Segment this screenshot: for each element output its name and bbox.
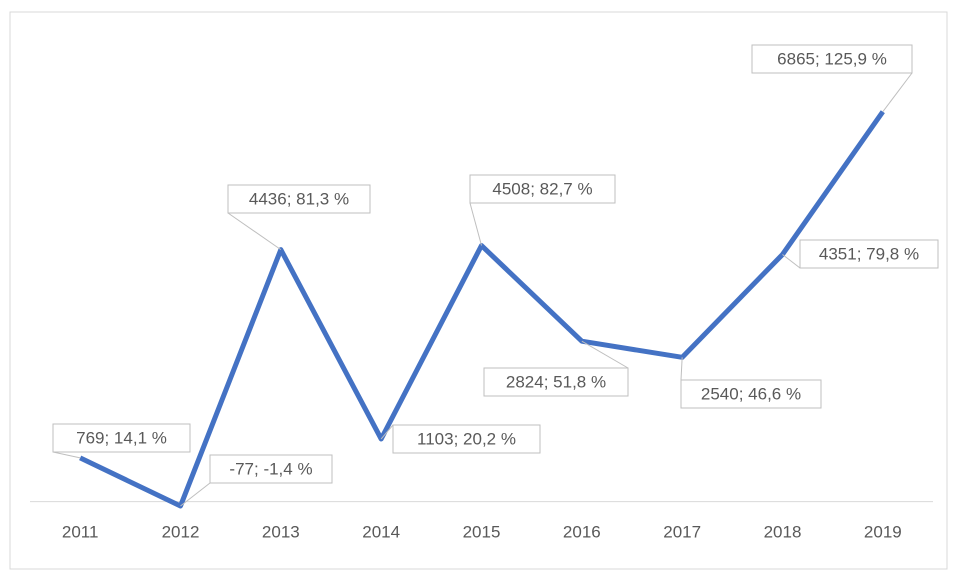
x-tick-label: 2011 xyxy=(62,522,99,541)
x-tick-label: 2018 xyxy=(764,522,802,541)
x-tick-label: 2013 xyxy=(262,522,300,541)
data-label: 2540; 46,6 % xyxy=(701,384,801,403)
leader-line xyxy=(581,340,629,369)
x-tick-label: 2012 xyxy=(162,522,200,541)
leader-line xyxy=(227,212,282,251)
series-line xyxy=(79,110,885,509)
x-tick-label: 2015 xyxy=(463,522,501,541)
data-label-box xyxy=(469,174,616,204)
leader-line xyxy=(882,72,913,112)
chart-frame xyxy=(9,11,948,570)
data-label-box xyxy=(52,423,191,453)
data-label: -77; -1,4 % xyxy=(229,459,312,478)
data-label-box xyxy=(799,239,939,269)
leader-line xyxy=(52,451,81,459)
data-label: 4351; 79,8 % xyxy=(819,244,919,263)
data-label: 4508; 82,7 % xyxy=(492,179,592,198)
x-tick-label: 2016 xyxy=(563,522,601,541)
leader-line xyxy=(380,424,394,440)
data-label: 2824; 51,8 % xyxy=(506,372,606,391)
data-label-box xyxy=(227,184,371,214)
leader-line xyxy=(180,482,211,507)
data-label-box xyxy=(680,379,822,409)
data-label-box xyxy=(751,44,913,74)
data-label: 1103; 20,2 % xyxy=(417,429,516,448)
data-label: 769; 14,1 % xyxy=(76,428,167,447)
x-tick-label: 2019 xyxy=(864,522,902,541)
data-label-box xyxy=(209,454,333,484)
leader-line xyxy=(680,357,683,381)
leader-line xyxy=(469,202,482,246)
data-label: 4436; 81,3 % xyxy=(249,189,349,208)
x-tick-label: 2014 xyxy=(362,522,400,541)
x-tick-label: 2017 xyxy=(663,522,701,541)
data-label: 6865; 125,9 % xyxy=(777,49,887,68)
leader-line xyxy=(782,254,801,269)
data-label-box xyxy=(392,424,541,454)
data-label-box xyxy=(483,367,629,397)
